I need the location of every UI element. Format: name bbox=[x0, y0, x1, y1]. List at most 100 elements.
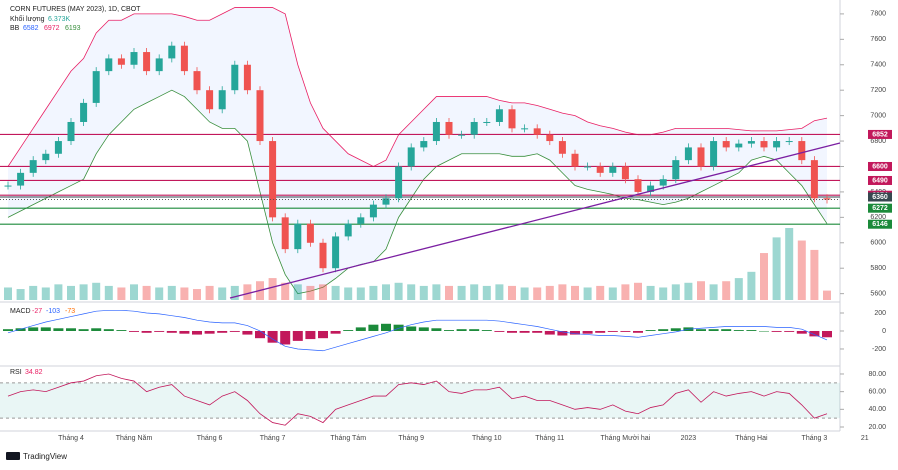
candle-body bbox=[609, 166, 617, 173]
volume-bar bbox=[79, 284, 88, 300]
macd-bar bbox=[305, 330, 316, 340]
candle-body bbox=[647, 185, 655, 192]
macd-bar bbox=[91, 328, 102, 331]
plot-layer: 5600580060006200640066006800700072007400… bbox=[0, 7, 892, 442]
volume-bar bbox=[344, 287, 353, 300]
candle-body bbox=[596, 166, 604, 173]
macd-bar bbox=[670, 328, 681, 331]
volume-bar bbox=[697, 281, 705, 300]
volume-bar bbox=[205, 285, 214, 300]
candle-body bbox=[659, 179, 667, 186]
volume-bar bbox=[16, 289, 25, 300]
macd-bar bbox=[809, 330, 820, 337]
macd-bar bbox=[381, 323, 391, 331]
x-tick-label: Tháng 11 bbox=[535, 435, 564, 442]
macd-bar bbox=[343, 330, 354, 331]
macd-bar bbox=[469, 329, 480, 331]
macd-tick-label: 0 bbox=[882, 328, 886, 335]
macd-bar bbox=[620, 330, 631, 332]
x-tick-label: 21 bbox=[861, 435, 869, 442]
macd-bar bbox=[507, 330, 517, 333]
macd-bar bbox=[595, 330, 606, 333]
candle-body bbox=[269, 141, 277, 218]
candle-body bbox=[798, 141, 806, 161]
x-tick-label: Tháng 4 bbox=[58, 435, 84, 442]
volume-bar bbox=[533, 287, 542, 300]
volume-bar bbox=[4, 287, 12, 300]
macd-bar bbox=[721, 329, 732, 331]
volume-bar bbox=[684, 282, 693, 300]
candle-body bbox=[684, 147, 692, 161]
volume-bar bbox=[319, 284, 327, 300]
candle-body bbox=[92, 71, 100, 103]
macd-bar bbox=[570, 330, 580, 335]
y-tick-label: 5800 bbox=[870, 265, 886, 272]
volume-bar bbox=[268, 278, 277, 300]
candle-body bbox=[155, 58, 163, 72]
candle-body bbox=[332, 236, 340, 269]
macd-bar bbox=[481, 330, 492, 331]
candle-body bbox=[105, 58, 113, 72]
candle-body bbox=[80, 102, 88, 122]
macd-bar bbox=[330, 330, 341, 334]
macd-bar bbox=[66, 328, 76, 331]
macd-bar bbox=[544, 330, 555, 335]
macd-line bbox=[7, 309, 828, 352]
candle-body bbox=[722, 141, 730, 148]
rsi-value: 34.82 bbox=[25, 369, 43, 376]
macd-bar bbox=[53, 328, 64, 331]
x-tick-label: Tháng Mười hai bbox=[601, 435, 651, 442]
candle-body bbox=[193, 71, 201, 91]
macd-bar bbox=[771, 330, 782, 332]
candle-body bbox=[810, 160, 818, 199]
macd-bar bbox=[3, 329, 13, 331]
trend-line bbox=[229, 142, 841, 299]
volume-value: 6.373K bbox=[48, 16, 71, 23]
x-tick-label: Tháng Hai bbox=[735, 435, 768, 442]
level-tag bbox=[868, 192, 892, 202]
candle-body bbox=[357, 217, 365, 224]
candle-body bbox=[256, 90, 264, 142]
macd-bar bbox=[822, 330, 832, 338]
candle-body bbox=[231, 64, 239, 91]
macd-bar bbox=[116, 330, 127, 331]
candle-body bbox=[823, 198, 831, 200]
brand-logo bbox=[6, 452, 20, 460]
macd-bar bbox=[519, 330, 530, 333]
macd-bar bbox=[103, 329, 114, 331]
volume-bar bbox=[419, 285, 428, 300]
candle-body bbox=[735, 143, 743, 148]
volume-bar bbox=[495, 284, 504, 300]
volume-bar bbox=[797, 240, 806, 300]
candle-body bbox=[584, 166, 592, 168]
candle-body bbox=[508, 109, 516, 129]
candle-body bbox=[294, 223, 302, 250]
volume-bar bbox=[382, 284, 390, 300]
candle-body bbox=[180, 45, 188, 72]
candle-body bbox=[760, 141, 768, 148]
bb-value: 6582 bbox=[23, 25, 39, 32]
macd-bar bbox=[267, 330, 278, 343]
candle-body bbox=[571, 153, 579, 167]
y-tick-label: 7600 bbox=[870, 36, 886, 43]
volume-bar bbox=[193, 289, 201, 300]
candle-body bbox=[17, 172, 25, 186]
level-label: 6272 bbox=[872, 205, 888, 212]
candle-body bbox=[29, 160, 37, 173]
volume-bar bbox=[281, 282, 290, 300]
volume-bar bbox=[734, 278, 743, 300]
candle-body bbox=[773, 141, 781, 148]
macd-bar bbox=[406, 326, 417, 331]
candle-body bbox=[395, 166, 403, 199]
candle-body bbox=[621, 166, 629, 180]
candle-body bbox=[747, 141, 755, 144]
volume-bar bbox=[508, 285, 516, 300]
volume-bar bbox=[470, 284, 479, 300]
volume-bar bbox=[558, 284, 567, 300]
candle-body bbox=[42, 153, 50, 161]
candle-body bbox=[117, 58, 125, 65]
level-tag bbox=[868, 175, 892, 185]
candle-body bbox=[344, 223, 352, 237]
candle-body bbox=[470, 121, 478, 135]
volume-bar bbox=[142, 285, 151, 300]
